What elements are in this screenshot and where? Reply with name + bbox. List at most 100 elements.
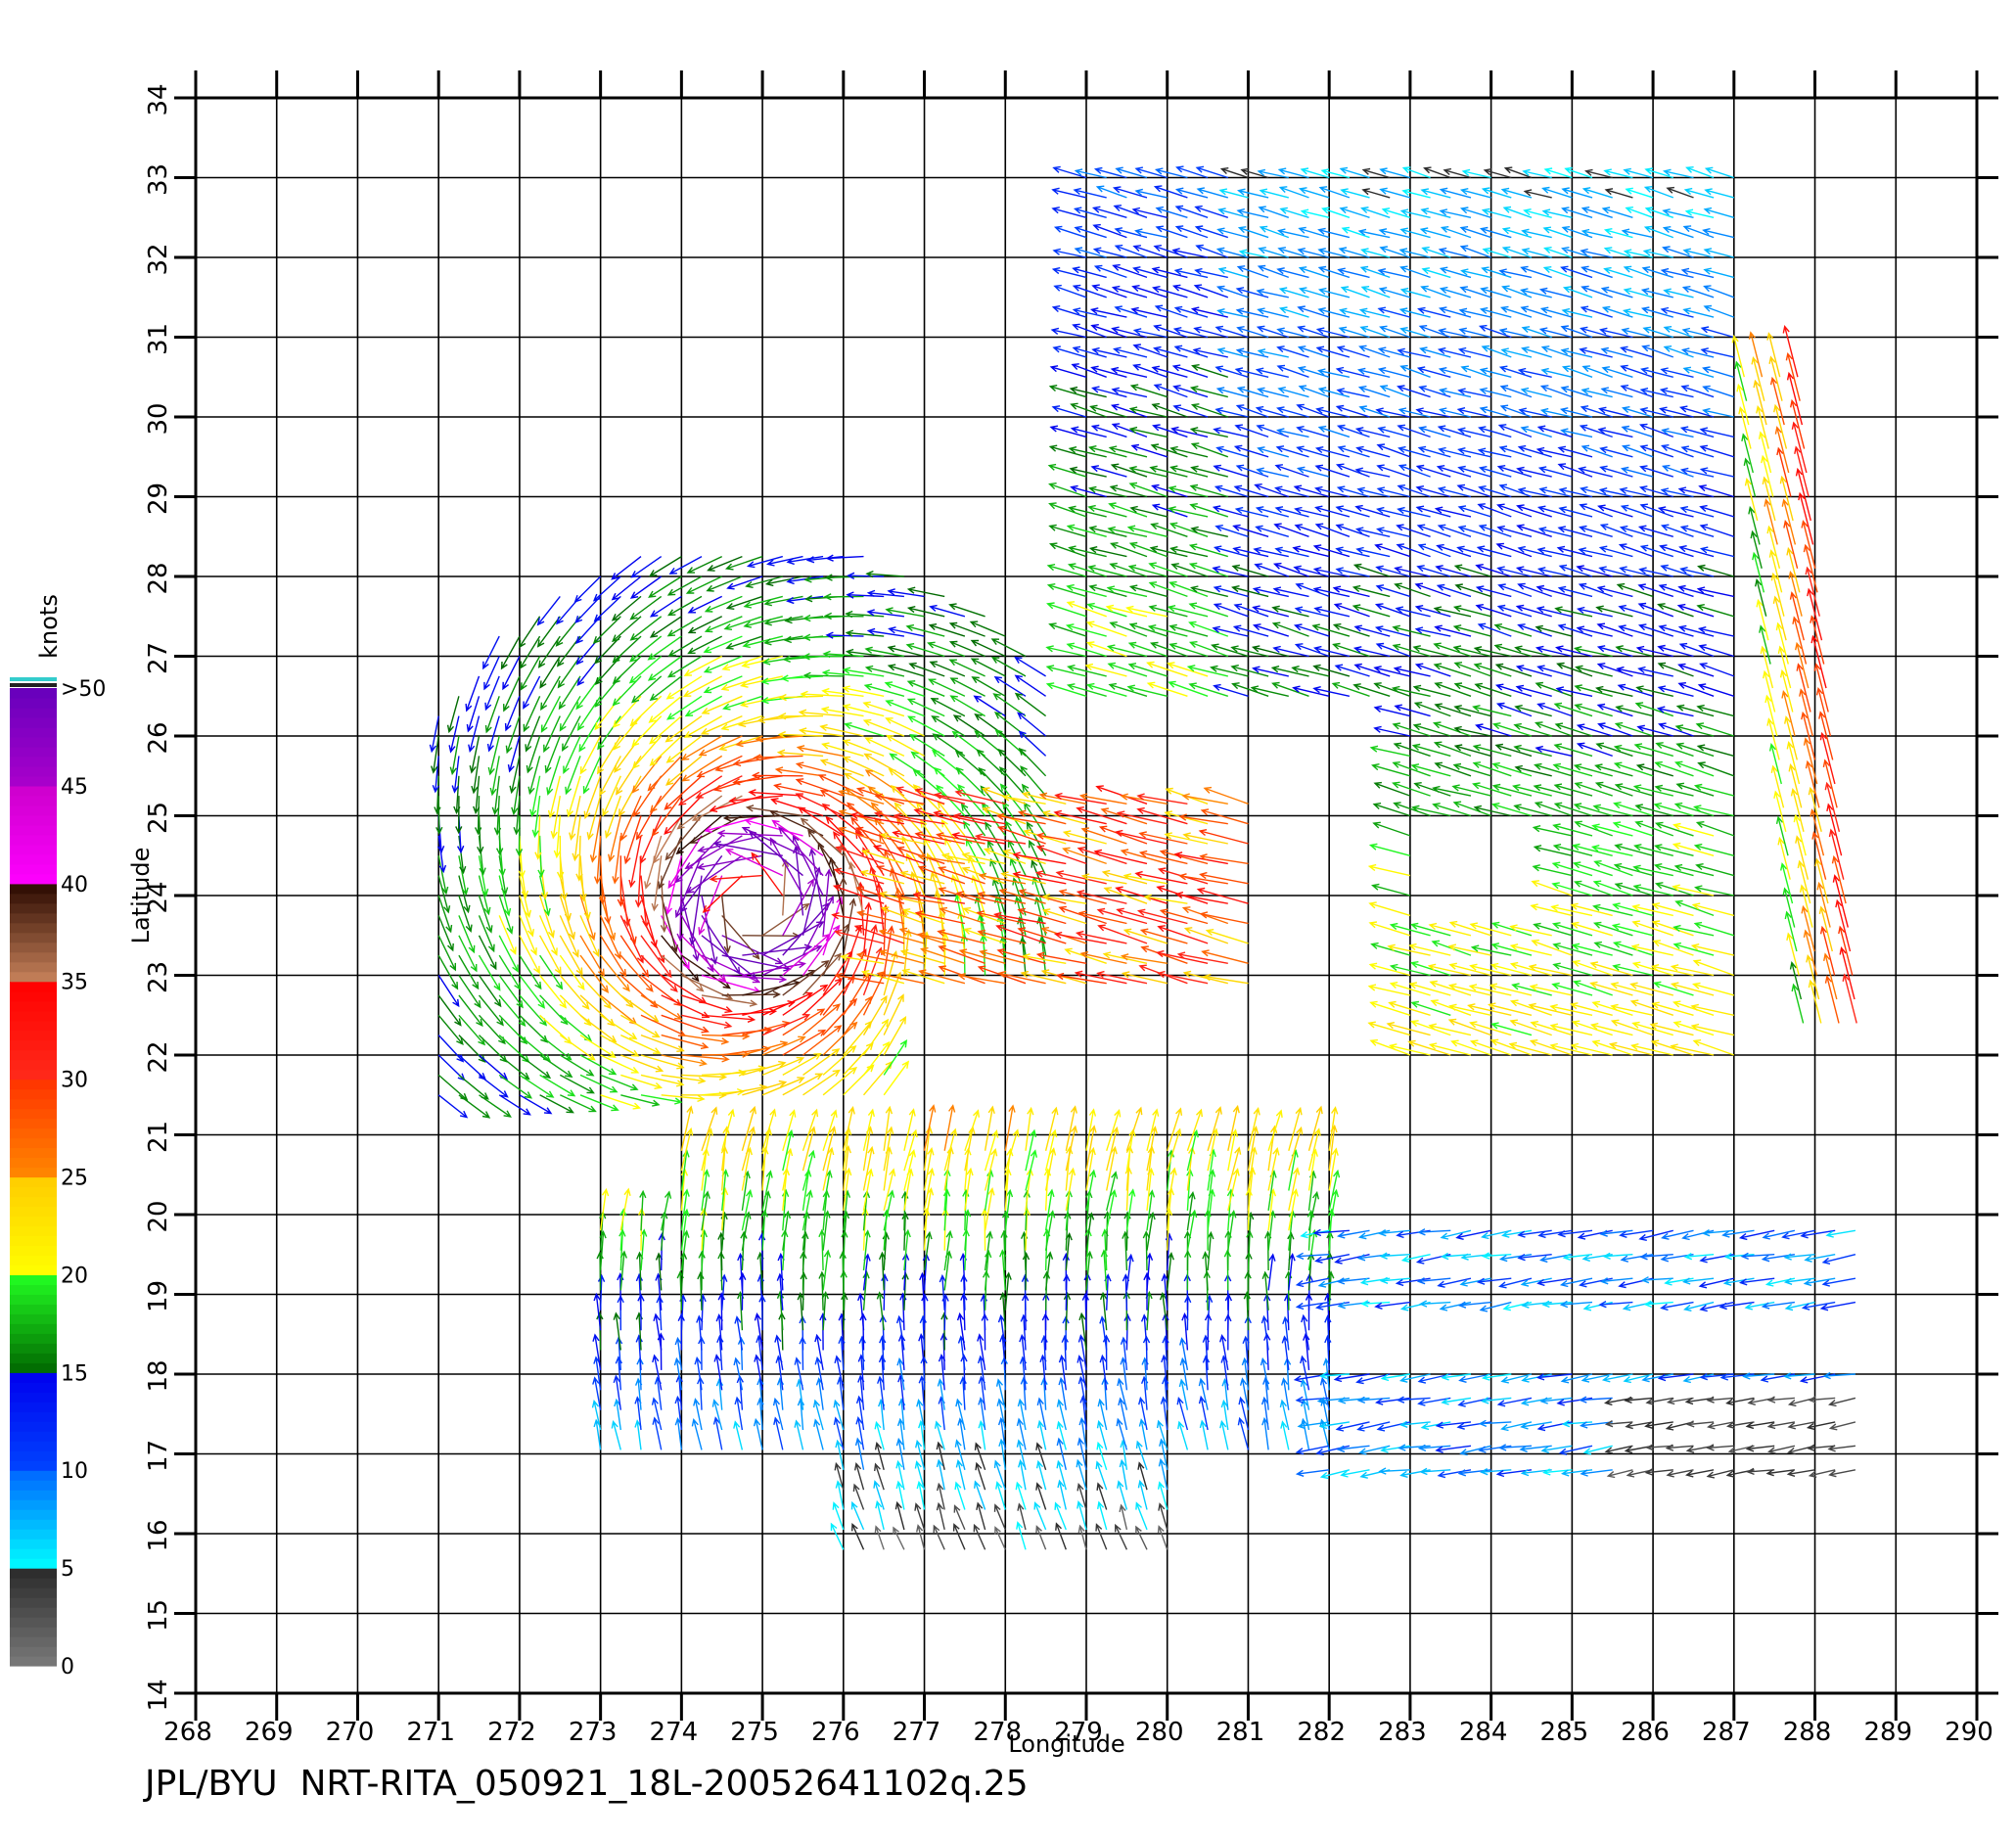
wind-vector <box>1255 367 1289 378</box>
wind-vector <box>1233 444 1269 458</box>
wind-vector <box>1457 525 1491 537</box>
wind-vector <box>1314 523 1351 537</box>
wind-vector <box>821 1290 829 1331</box>
wind-vector <box>835 1439 845 1470</box>
wind-vector <box>1656 706 1694 717</box>
wind-vector <box>1619 566 1654 577</box>
wind-vector <box>1373 705 1411 717</box>
wind-vector <box>1252 623 1290 637</box>
wind-vector <box>923 1230 933 1271</box>
wind-vector <box>1632 884 1673 897</box>
wind-vector <box>1089 307 1127 318</box>
wind-vector <box>1014 674 1046 697</box>
wind-vector <box>1498 365 1533 378</box>
wind-vector <box>845 788 885 817</box>
wind-vector <box>1332 642 1370 658</box>
wind-vector <box>825 815 865 856</box>
wind-vector <box>1294 506 1330 518</box>
wind-vector <box>1594 763 1633 777</box>
wind-vector <box>1048 622 1087 637</box>
wind-vector <box>680 1149 690 1191</box>
y-tick-label: 34 <box>144 83 173 115</box>
wind-vector <box>651 795 682 837</box>
wind-vector <box>1189 427 1228 438</box>
wind-vector <box>661 1074 707 1084</box>
wind-vector <box>1000 871 1046 885</box>
wind-vector <box>1511 983 1552 996</box>
wind-vector <box>1590 845 1633 856</box>
wind-vector <box>1620 345 1654 358</box>
wind-vector <box>1557 585 1593 598</box>
wind-vector <box>1641 345 1674 358</box>
wind-vector <box>1157 925 1209 944</box>
wind-vector <box>1317 287 1351 299</box>
wind-vector <box>483 656 500 691</box>
wind-vector <box>805 555 844 564</box>
wind-vector <box>862 924 878 976</box>
wind-vector <box>982 806 1027 825</box>
wind-vector <box>574 595 602 623</box>
wind-vector <box>687 635 723 655</box>
colorbar-swatch <box>10 853 57 865</box>
wind-vector <box>1596 663 1633 677</box>
wind-vector <box>649 595 682 618</box>
wind-vector <box>1231 564 1269 577</box>
wind-vector <box>1079 950 1127 964</box>
wind-vector <box>1441 1373 1472 1381</box>
wind-vector <box>661 915 690 971</box>
wind-vector <box>699 1293 707 1331</box>
wind-vector <box>667 835 703 890</box>
wind-vector <box>1438 446 1472 458</box>
wind-vector <box>539 1074 576 1097</box>
wind-vector <box>1088 485 1127 498</box>
wind-vector <box>1097 1500 1108 1531</box>
wind-vector <box>1515 604 1552 618</box>
wind-vector <box>712 1416 723 1450</box>
wind-vector <box>1703 304 1735 318</box>
wind-vector <box>1461 168 1491 179</box>
wind-vector <box>519 935 540 975</box>
wind-vector <box>1376 464 1411 478</box>
wind-vector <box>882 1231 890 1271</box>
wind-vector <box>1438 407 1472 418</box>
wind-vector <box>1475 604 1512 618</box>
x-tick-label: 275 <box>730 1718 779 1747</box>
x-tick-label: 282 <box>1297 1718 1346 1747</box>
colorbar-swatch <box>10 1245 57 1257</box>
wind-vector <box>1513 722 1552 737</box>
wind-vector <box>543 715 561 754</box>
wind-vector <box>1762 1229 1796 1240</box>
wind-vector <box>1372 803 1411 817</box>
wind-vector <box>821 803 864 837</box>
wind-vector <box>1561 365 1593 378</box>
wind-vector <box>1821 1277 1856 1287</box>
wind-vector <box>1157 1525 1168 1550</box>
wind-vector <box>1447 1018 1491 1036</box>
wind-vector <box>704 595 743 613</box>
wind-vector <box>1699 663 1735 677</box>
wind-vector <box>1673 863 1715 877</box>
colorbar-swatch <box>10 844 57 855</box>
wind-vector <box>573 575 602 603</box>
wind-vector <box>1481 1229 1512 1240</box>
wind-vector <box>1315 345 1351 358</box>
wind-vector <box>1307 1105 1323 1151</box>
wind-vector <box>1297 248 1330 258</box>
wind-vector <box>1521 248 1552 258</box>
wind-vector <box>1212 566 1249 577</box>
wind-vector <box>1077 1482 1087 1510</box>
wind-vector <box>1207 1188 1215 1231</box>
wind-vector <box>629 575 663 599</box>
wind-vector <box>1216 347 1249 358</box>
colorbar-swatch <box>10 1020 57 1032</box>
wind-vector <box>1356 1421 1391 1432</box>
wind-vector <box>1328 1147 1339 1191</box>
colorbar-swatch <box>10 1118 57 1129</box>
wind-vector <box>593 835 602 885</box>
wind-vector <box>917 865 966 885</box>
wind-vector <box>1307 1148 1318 1191</box>
wind-vector <box>1450 1039 1491 1056</box>
wind-vector <box>1418 385 1451 398</box>
y-tick-label: 28 <box>144 562 173 594</box>
wind-vector <box>1556 545 1593 558</box>
